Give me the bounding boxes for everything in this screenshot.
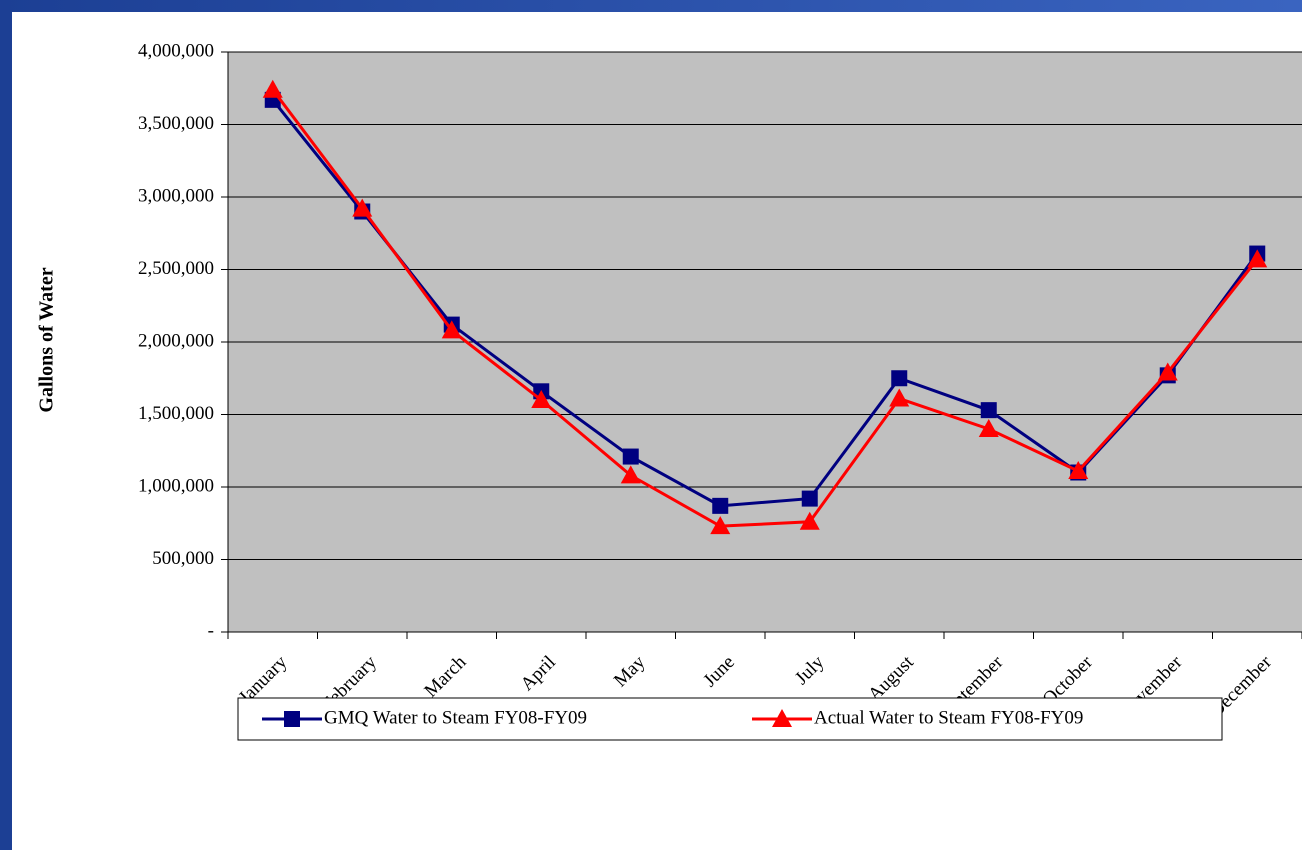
y-tick-label: 1,000,000 — [138, 475, 214, 496]
marker — [801, 490, 818, 507]
marker — [441, 320, 462, 339]
marker — [622, 448, 639, 465]
y-tick-label: 3,000,000 — [138, 185, 214, 206]
y-tick-label: 1,500,000 — [138, 403, 214, 424]
marker — [799, 511, 820, 530]
series-line — [271, 88, 1259, 528]
y-tick-label: 2,000,000 — [138, 330, 214, 351]
legend-label: GMQ Water to Steam FY08-FY09 — [324, 707, 587, 728]
marker — [284, 711, 300, 727]
marker — [1157, 362, 1178, 381]
marker — [1247, 249, 1268, 268]
marker — [712, 497, 729, 514]
marker — [620, 465, 641, 484]
marker — [978, 419, 999, 437]
y-tick-label: 3,500,000 — [138, 113, 214, 134]
marker — [352, 198, 373, 217]
marker — [772, 709, 792, 727]
marker — [710, 516, 731, 535]
marker — [891, 370, 908, 387]
y-tick-label: 4,000,000 — [138, 40, 214, 61]
y-tick-label: 2,500,000 — [138, 258, 214, 279]
marker — [980, 402, 997, 419]
marker — [531, 390, 552, 408]
marker — [889, 388, 910, 407]
marker — [1068, 461, 1089, 480]
legend — [237, 697, 1223, 741]
legend-label: Actual Water to Steam FY08-FY09 — [814, 707, 1083, 728]
y-tick-label: 500,000 — [152, 548, 214, 569]
y-axis-label: Gallons of Water — [36, 267, 58, 412]
marker — [262, 79, 283, 98]
y-tick-label: - — [208, 620, 214, 641]
